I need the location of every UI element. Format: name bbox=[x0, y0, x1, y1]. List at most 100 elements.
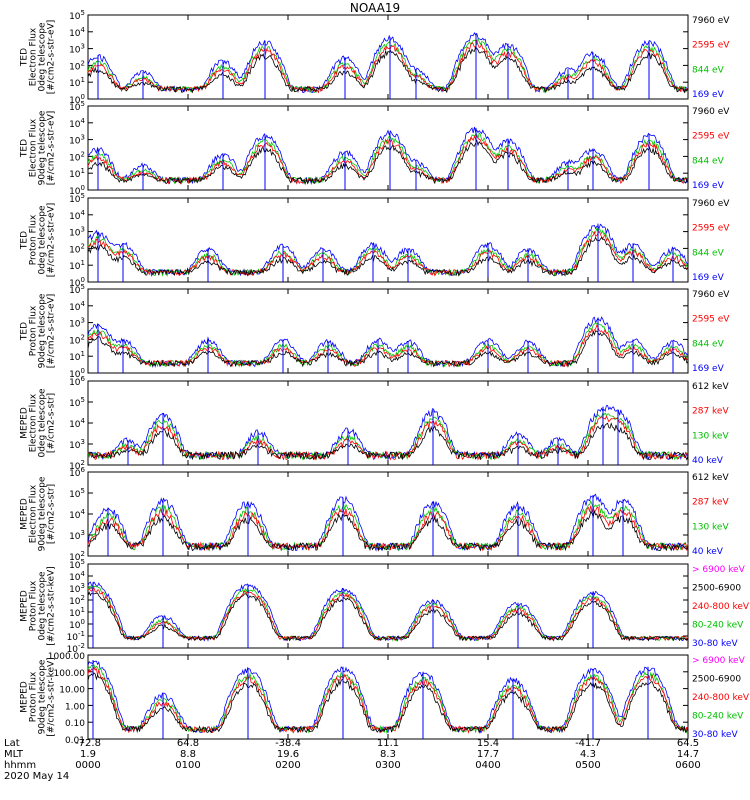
y-tick-exponent: 1 bbox=[81, 259, 85, 267]
ylabel-line: Electron Flux bbox=[29, 484, 39, 543]
series-3-line bbox=[87, 46, 689, 94]
y-tick-exponent: -2 bbox=[78, 642, 85, 650]
ylabel-line: [#/cm2-s-str] bbox=[47, 484, 57, 544]
ylabel-line: [#/cm2-s-str-eV] bbox=[47, 111, 57, 186]
footer-lat-value: -72.8 bbox=[75, 738, 101, 749]
y-tick-exponent: -1 bbox=[78, 630, 85, 638]
ylabel-line: TED bbox=[20, 231, 30, 250]
panel-ylabel: MEPEDProton Flux0deg telescope[#/cm2-s-s… bbox=[20, 566, 57, 645]
footer-mlt-value: 8.3 bbox=[380, 749, 396, 760]
ylabel-line: [#/cm2-s-str-eV] bbox=[47, 20, 57, 95]
y-tick-label: 1000.00 bbox=[48, 652, 85, 662]
legend-entry: 2595 eV bbox=[692, 224, 730, 234]
y-tick-exponent: 5 bbox=[81, 100, 85, 108]
y-tick-exponent: 2 bbox=[81, 594, 85, 602]
legend-entry: 169 eV bbox=[692, 364, 725, 374]
footer-date: 2020 May 14 bbox=[4, 771, 69, 782]
ylabel-line: TED bbox=[20, 322, 30, 341]
y-tick-exponent: 5 bbox=[81, 192, 85, 200]
y-tick-exponent: 0 bbox=[81, 618, 85, 626]
y-tick-exponent: 6 bbox=[81, 466, 86, 474]
footer-mlt-value: 14.7 bbox=[677, 749, 699, 760]
ylabel-line: [#/cm2-s-str-keV] bbox=[47, 657, 57, 736]
series-2-line bbox=[87, 587, 689, 642]
footer-hhmm-value: 0100 bbox=[175, 760, 200, 771]
series-3-line bbox=[87, 236, 689, 277]
y-tick-exponent: 0 bbox=[81, 93, 85, 101]
panel-ylabel: TEDProton Flux90deg telescope[#/cm2-s-st… bbox=[20, 293, 57, 368]
y-tick-exponent: 4 bbox=[81, 300, 86, 308]
ylabel-line: Electron Flux bbox=[29, 27, 39, 86]
y-tick-label: 100.00 bbox=[54, 669, 86, 679]
footer-label-mlt: MLT bbox=[4, 749, 24, 760]
footer-axis: Lat MLT hhmm 2020 May 14 -72.8 64.8 -38.4 1… bbox=[4, 738, 701, 782]
ylabel-line: 90deg telescope bbox=[38, 293, 48, 368]
y-tick-exponent: 2 bbox=[81, 59, 85, 67]
legend-entry: 130 keV bbox=[692, 431, 729, 441]
footer-lat-value: 11.1 bbox=[377, 738, 399, 749]
y-tick-exponent: 3 bbox=[81, 43, 85, 51]
y-tick-exponent: 0 bbox=[81, 184, 85, 192]
series-3-line bbox=[87, 510, 689, 552]
legend-entry: > 6900 keV bbox=[692, 565, 746, 575]
ylabel-line: MEPED bbox=[20, 407, 30, 439]
legend-entry: 287 keV bbox=[692, 498, 729, 508]
legend-entry: 844 eV bbox=[692, 248, 725, 258]
footer-hhmm-value: 0300 bbox=[375, 760, 400, 771]
footer-lat-value: 64.5 bbox=[677, 738, 699, 749]
panel-ylabel: MEPEDElectron Flux0deg telescope[#/cm2-s… bbox=[20, 388, 57, 458]
ylabel-line: Electron Flux bbox=[29, 393, 39, 452]
y-tick-exponent: 5 bbox=[81, 9, 85, 17]
legend-entry: 240-800 keV bbox=[692, 602, 750, 612]
y-tick-label: 10.00 bbox=[59, 686, 85, 696]
legend-entry: 80-240 keV bbox=[692, 621, 744, 631]
legend-entry: 80-240 keV bbox=[692, 712, 744, 722]
legend-entry: 240-800 keV bbox=[692, 693, 750, 703]
legend-entry: 7960 eV bbox=[692, 16, 730, 26]
series-3-line bbox=[87, 672, 689, 734]
footer-lat-value: 64.8 bbox=[177, 738, 199, 749]
ylabel-line: [#/cm2-s-str-eV] bbox=[47, 203, 57, 278]
y-tick-exponent: 0 bbox=[81, 367, 85, 375]
y-tick-exponent: 5 bbox=[81, 487, 85, 495]
y-tick-exponent: 3 bbox=[81, 226, 85, 234]
ylabel-line: Proton Flux bbox=[29, 214, 39, 265]
y-tick-exponent: 4 bbox=[81, 209, 86, 217]
ylabel-line: 0deg telescope bbox=[38, 205, 48, 275]
footer-hhmm-value: 0600 bbox=[675, 760, 700, 771]
y-tick-exponent: 5 bbox=[81, 396, 85, 404]
panel-ylabel: TEDProton Flux0deg telescope[#/cm2-s-str… bbox=[20, 203, 57, 278]
panel-ylabel: MEPEDProton Flux90deg telescope[#/cm2-s-… bbox=[20, 657, 57, 736]
legend-entry: 287 keV bbox=[692, 407, 729, 417]
legend-entry: 40 keV bbox=[692, 456, 724, 466]
y-tick-exponent: 4 bbox=[81, 570, 86, 578]
footer-hhmm-value: 0200 bbox=[275, 760, 300, 771]
footer-lat-value: 15.4 bbox=[477, 738, 499, 749]
y-tick-exponent: 1 bbox=[81, 606, 85, 614]
series-1-line bbox=[87, 500, 689, 552]
ylabel-line: 0deg telescope bbox=[38, 571, 48, 641]
footer-mlt-value: 8.8 bbox=[180, 749, 196, 760]
legend-entry: 612 keV bbox=[692, 473, 729, 483]
ylabel-line: Proton Flux bbox=[29, 671, 39, 722]
legend-entry: 2500-6900 bbox=[692, 675, 741, 685]
y-tick-exponent: 4 bbox=[81, 508, 86, 516]
y-tick-exponent: 2 bbox=[81, 550, 85, 558]
y-tick-exponent: 2 bbox=[81, 459, 85, 467]
series-2-line bbox=[87, 134, 689, 185]
legend-entry: 7960 eV bbox=[692, 290, 730, 300]
series-0-line bbox=[87, 493, 689, 552]
series-3-line bbox=[87, 422, 689, 461]
ylabel-line: MEPED bbox=[20, 498, 30, 530]
ylabel-line: Electron Flux bbox=[29, 118, 39, 177]
ylabel-line: MEPED bbox=[20, 590, 30, 622]
legend-entry: 30-80 keV bbox=[692, 639, 738, 649]
ylabel-line: Proton Flux bbox=[29, 305, 39, 356]
footer-lat-value: -38.4 bbox=[275, 738, 301, 749]
y-tick-exponent: 0 bbox=[81, 276, 85, 284]
